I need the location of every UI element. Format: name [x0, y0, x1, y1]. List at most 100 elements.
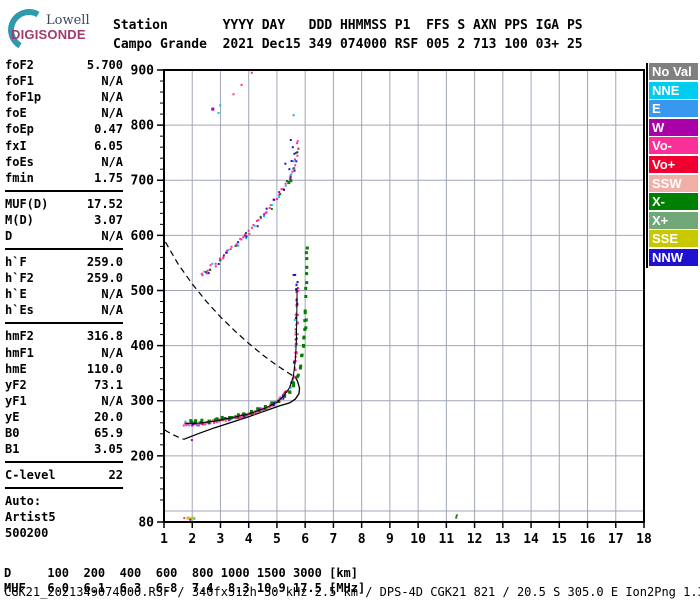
param-row-b1: B1 3.05 [5, 441, 123, 457]
x-tick-label: 17 [608, 532, 624, 547]
param-value: 259.0 [86, 255, 123, 270]
y-tick-label: 500 [131, 284, 155, 299]
param-name: Auto: [5, 494, 42, 509]
param-row-d: D N/A [5, 228, 123, 244]
x-tick-label: 15 [551, 532, 567, 547]
series-es-cluster-sse [186, 516, 195, 521]
legend-item-w: W [649, 118, 698, 136]
x-tick-label: 6 [301, 532, 309, 547]
y-tick-label: 300 [131, 394, 155, 409]
param-row-h-f: h`F 259.0 [5, 254, 123, 270]
param-name: foF1 [5, 74, 34, 89]
muf3000-transmission-curve [164, 241, 295, 378]
param-name: foEp [5, 122, 34, 137]
panel-divider [5, 487, 123, 490]
param-row-h-f2: h`F2 259.0 [5, 270, 123, 286]
param-name: foF2 [5, 58, 34, 73]
param-row-foes: foEs N/A [5, 154, 123, 170]
param-value: N/A [101, 90, 123, 105]
param-name: MUF(D) [5, 196, 49, 211]
x-tick-label: 13 [495, 532, 511, 547]
x-tick-label: 9 [386, 532, 394, 547]
x-tick-label: 1 [160, 532, 168, 547]
param-name: hmF1 [5, 345, 34, 360]
param-value: 5.700 [86, 58, 123, 73]
file-info-line: CGK21_2021349074000.RSF / 340fx512h 50 k… [4, 585, 700, 599]
lowell-digisonde-logo: Lowell DIGISONDE [3, 4, 112, 56]
param-name: 500200 [5, 526, 49, 541]
param-name: hmF2 [5, 329, 34, 344]
y-tick-label: 700 [131, 174, 155, 189]
param-value: 6.05 [94, 138, 123, 153]
series-x-trace-green-upper [287, 179, 309, 298]
param-name: yE [5, 409, 20, 424]
distance-row: D 100 200 400 600 800 1000 1500 3000 [km… [4, 566, 359, 580]
y-tick-label: 600 [131, 229, 155, 244]
param-row-ye: yE 20.0 [5, 409, 123, 425]
param-value: N/A [101, 303, 123, 318]
header-field-names: Station YYYY DAY DDD HHMMSS P1 FFS S AXN… [113, 18, 583, 33]
logo-digisonde-text: DIGISONDE [11, 27, 86, 42]
legend-separator [646, 63, 648, 268]
param-value: N/A [101, 393, 123, 408]
param-value: 3.05 [94, 442, 123, 457]
legend-item-sse: SSE [649, 230, 698, 248]
legend-item-vo-: Vo+ [649, 155, 698, 173]
param-value: N/A [101, 287, 123, 302]
station-header: Station YYYY DAY DDD HHMMSS P1 FFS S AXN… [113, 16, 583, 54]
param-row-hmf2: hmF2 316.8 [5, 328, 123, 344]
series-o-trace-nne [184, 318, 297, 427]
param-name: C-level [5, 468, 56, 483]
y-tick-label: 400 [131, 339, 155, 354]
param-value: 73.1 [94, 377, 123, 392]
series-es-cluster-w [189, 518, 192, 521]
param-name: yF1 [5, 393, 27, 408]
param-value: N/A [101, 228, 123, 243]
param-row-foe: foE N/A [5, 105, 123, 121]
legend-item-x-: X+ [649, 211, 698, 229]
y-tick-label: 80 [138, 516, 154, 531]
series-es-cluster-vo-minus [183, 517, 186, 520]
x-tick-label: 5 [273, 532, 281, 547]
param-row-muf-d-: MUF(D) 17.52 [5, 196, 123, 212]
param-row-hmf1: hmF1 N/A [5, 345, 123, 361]
param-row-fof2: foF2 5.700 [5, 57, 123, 73]
legend-item-x-: X- [649, 193, 698, 211]
param-name: yF2 [5, 377, 27, 392]
x-tick-label: 8 [358, 532, 366, 547]
series-upper-outliers-nnw [284, 139, 296, 171]
param-row-fmin: fmin 1.75 [5, 170, 123, 186]
plot-frame [163, 69, 645, 523]
param-name: h`F [5, 255, 27, 270]
series-upper-outliers-e [292, 114, 295, 117]
param-row-fof1: foF1 N/A [5, 73, 123, 89]
series-upper-outliers-nne [217, 104, 222, 114]
header-field-values: Campo Grande 2021 Dec15 349 074000 RSF 0… [113, 37, 583, 52]
param-row-c-level: C-level 22 [5, 467, 123, 483]
x-tick-label: 7 [329, 532, 337, 547]
param-row-fxi: fxI 6.05 [5, 137, 123, 153]
profile-extrapolation [164, 429, 185, 440]
param-value: 259.0 [86, 271, 123, 286]
param-name: h`E [5, 287, 27, 302]
param-row-500200: 500200 [5, 525, 123, 541]
param-value: 3.07 [94, 212, 123, 227]
param-name: h`F2 [5, 271, 34, 286]
x-tick-label: 2 [188, 532, 196, 547]
y-tick-label: 200 [131, 449, 155, 464]
series-second-hop-green [209, 151, 297, 271]
series-es-green-mark [455, 514, 458, 519]
legend-item-nnw: NNW [649, 248, 698, 266]
param-row-yf1: yF1 N/A [5, 393, 123, 409]
true-height-profile [183, 376, 301, 440]
x-tick-label: 18 [636, 532, 652, 547]
param-row-b0: B0 65.9 [5, 425, 123, 441]
param-name: h`Es [5, 303, 34, 318]
panel-divider [5, 248, 123, 251]
y-tick-label: 900 [131, 64, 155, 79]
series-o-trace-nnw [191, 273, 299, 426]
x-tick-label: 10 [410, 532, 426, 547]
legend-item-no-val: No Val [649, 63, 698, 80]
y-tick-label: 800 [131, 119, 155, 134]
param-value: 22 [108, 468, 123, 483]
